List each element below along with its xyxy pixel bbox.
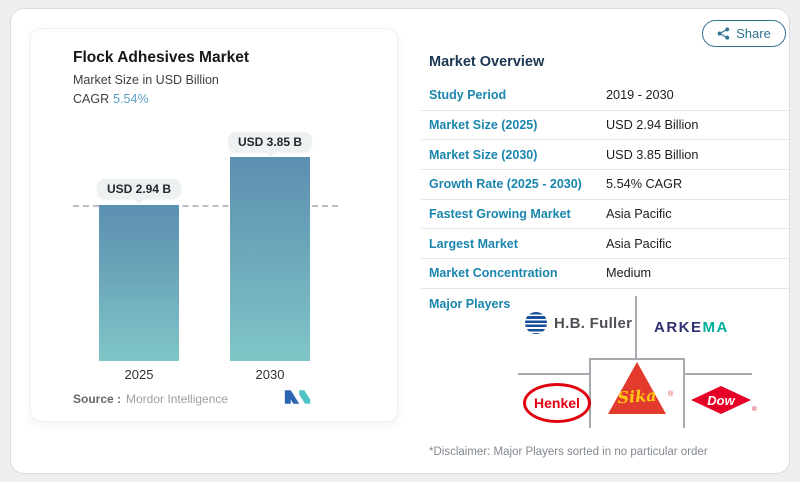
henkel-logo-text: Henkel [534, 395, 580, 411]
row-label: Market Concentration [429, 266, 558, 281]
row-value: 5.54% CAGR [606, 177, 683, 192]
row-label: Fastest Growing Market [429, 207, 571, 222]
diagram-left-branch-line [518, 373, 589, 375]
table-row-market-size-2030: Market Size (2030) USD 3.85 Billion [421, 140, 789, 171]
bar-2025[interactable] [99, 205, 179, 361]
source-label: Source : [73, 392, 122, 406]
hb-fuller-globe-icon [525, 312, 547, 334]
dow-logo-text: Dow [707, 392, 735, 408]
diagram-box-top-line [589, 358, 684, 360]
diagram-right-branch-line [684, 373, 752, 375]
mordor-intelligence-logo-icon [284, 390, 311, 404]
row-value: Asia Pacific [606, 236, 672, 251]
disclaimer-text: *Disclaimer: Major Players sorted in no … [429, 446, 708, 458]
row-value: USD 2.94 Billion [606, 118, 699, 133]
diagram-box-left-line [589, 358, 591, 428]
arkema-logo-text: ARKE [654, 319, 703, 336]
row-label: Market Size (2030) [429, 147, 538, 162]
overview-heading: Market Overview [429, 54, 545, 70]
bar-value-badge-2030: USD 3.85 B [227, 132, 313, 152]
market-report-card: Share Flock Adhesives Market Market Size… [10, 8, 790, 474]
cagr-line: CAGR 5.54% [73, 92, 149, 106]
chart-title: Flock Adhesives Market [73, 49, 250, 66]
hb-fuller-logo: H.B. Fuller [525, 312, 632, 334]
row-value: Asia Pacific [606, 207, 672, 222]
x-tick-2025: 2025 [124, 367, 154, 382]
chart-panel: Flock Adhesives Market Market Size in US… [31, 29, 397, 421]
row-label: Growth Rate (2025 - 2030) [429, 177, 582, 192]
arkema-logo-text-suffix: MA [702, 319, 729, 336]
cagr-value: 5.54% [113, 92, 149, 106]
source-line: Source : Mordor Intelligence [73, 392, 228, 406]
table-row-market-concentration: Market Concentration Medium [421, 259, 789, 289]
table-row-growth-rate: Growth Rate (2025 - 2030) 5.54% CAGR [421, 170, 789, 200]
row-label: Largest Market [429, 236, 518, 251]
diagram-box-right-line [683, 358, 685, 428]
share-button[interactable]: Share [702, 20, 786, 47]
cagr-label: CAGR [73, 92, 110, 106]
table-row-largest-market: Largest Market Asia Pacific [421, 229, 789, 260]
bar-value-badge-2025: USD 2.94 B [96, 179, 182, 199]
reference-dashed-line [73, 205, 338, 207]
sika-logo-text: Sika [616, 385, 658, 408]
dow-registered-mark: ® [752, 406, 757, 413]
share-icon [717, 27, 730, 40]
overview-table: Study Period 2019 - 2030 Market Size (20… [421, 81, 789, 289]
table-row-market-size-2025: Market Size (2025) USD 2.94 Billion [421, 111, 789, 141]
chart-subtitle: Market Size in USD Billion [73, 73, 219, 87]
bar-2030[interactable] [230, 157, 310, 361]
row-label: Market Size (2025) [429, 118, 538, 133]
table-row-study-period: Study Period 2019 - 2030 [421, 81, 789, 111]
source-value: Mordor Intelligence [126, 392, 229, 406]
x-tick-2030: 2030 [255, 367, 285, 382]
row-label: Study Period [429, 88, 507, 103]
henkel-logo: Henkel [523, 383, 591, 423]
dow-logo: Dow [691, 386, 751, 414]
sika-registered-mark: ® [668, 391, 674, 398]
share-button-label: Share [736, 26, 771, 41]
row-value: Medium [606, 266, 652, 281]
arkema-logo: ARKEMA [654, 319, 729, 336]
row-value: USD 3.85 Billion [606, 147, 699, 162]
major-players-label: Major Players [429, 297, 511, 311]
table-row-fastest-growing-market: Fastest Growing Market Asia Pacific [421, 200, 789, 230]
sika-logo-triangle-icon [608, 362, 666, 414]
diagram-vertical-line [635, 296, 637, 358]
hb-fuller-logo-text: H.B. Fuller [554, 314, 633, 332]
row-value: 2019 - 2030 [606, 88, 674, 103]
